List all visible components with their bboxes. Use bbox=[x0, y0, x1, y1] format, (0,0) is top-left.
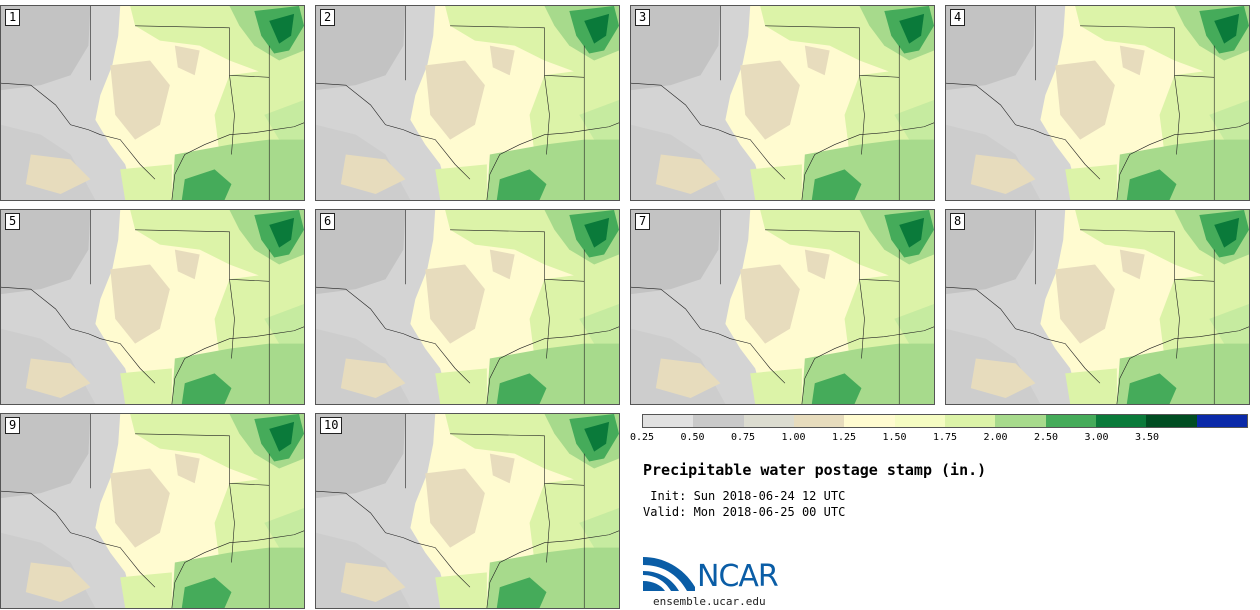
precipitable-water-map bbox=[1, 414, 304, 608]
colorbar-tick-label: 0.50 bbox=[680, 432, 705, 443]
panel-number: 9 bbox=[5, 417, 21, 434]
postage-stamp-panel-7: 7 bbox=[630, 209, 935, 405]
colorbar-cell bbox=[1146, 415, 1197, 427]
precipitable-water-map bbox=[1, 6, 304, 200]
colorbar-cell bbox=[1045, 415, 1096, 427]
init-time: Init: Sun 2018-06-24 12 UTC bbox=[643, 489, 846, 503]
panel-number: 3 bbox=[635, 9, 651, 26]
colorbar bbox=[642, 414, 1248, 428]
chart-title: Precipitable water postage stamp (in.) bbox=[643, 461, 987, 479]
panel-number: 8 bbox=[950, 213, 966, 230]
precipitable-water-map bbox=[316, 210, 619, 404]
ncar-logo-icon bbox=[643, 557, 695, 591]
precipitable-water-map bbox=[946, 210, 1249, 404]
colorbar-tick-label: 0.75 bbox=[730, 432, 756, 443]
colorbar-tick-label: 2.00 bbox=[983, 432, 1008, 443]
postage-stamp-panel-2: 2 bbox=[315, 5, 620, 201]
precipitable-water-map bbox=[631, 6, 934, 200]
colorbar-cell bbox=[944, 415, 996, 427]
colorbar-tick-label: 1.50 bbox=[882, 432, 907, 443]
colorbar-ticks: 0.25 0.50 0.75 1.00 1.25 1.50 1.75 2.00 2.50 3.00… bbox=[630, 432, 1250, 446]
panel-number: 4 bbox=[950, 9, 966, 26]
colorbar-tick-label: 1.75 bbox=[932, 432, 958, 443]
postage-stamp-panel-1: 1 bbox=[0, 5, 305, 201]
colorbar-cell bbox=[1095, 415, 1147, 427]
colorbar-cell bbox=[995, 415, 1046, 427]
colorbar-cell bbox=[693, 415, 744, 427]
precipitable-water-map bbox=[1, 210, 304, 404]
panel-number: 7 bbox=[635, 213, 651, 230]
colorbar-cell bbox=[844, 415, 895, 427]
colorbar-tick-label: 3.50 bbox=[1134, 432, 1160, 443]
colorbar-tick-label: 1.00 bbox=[781, 432, 806, 443]
colorbar-tick-label: 2.50 bbox=[1033, 432, 1059, 443]
postage-stamp-panel-6: 6 bbox=[315, 209, 620, 405]
panel-number: 5 bbox=[5, 213, 21, 230]
panel-number: 10 bbox=[320, 417, 343, 434]
precipitable-water-map bbox=[316, 6, 619, 200]
postage-stamp-panel-3: 3 bbox=[630, 5, 935, 201]
postage-stamp-panel-4: 4 bbox=[945, 5, 1250, 201]
site-url: ensemble.ucar.edu bbox=[653, 595, 766, 608]
precipitable-water-map bbox=[316, 414, 619, 608]
panel-number: 6 bbox=[320, 213, 336, 230]
postage-stamp-panel-5: 5 bbox=[0, 209, 305, 405]
colorbar-tick-label: 0.25 bbox=[629, 432, 655, 443]
colorbar-cell bbox=[894, 415, 945, 427]
logo-text: NCAR bbox=[697, 559, 779, 594]
colorbar-cell bbox=[793, 415, 845, 427]
panel-number: 1 bbox=[5, 9, 21, 26]
colorbar-cell bbox=[1196, 415, 1247, 427]
precipitable-water-map bbox=[946, 6, 1249, 200]
panel-number: 2 bbox=[320, 9, 336, 26]
postage-stamp-panel-10: 10 bbox=[315, 413, 620, 609]
valid-time: Valid: Mon 2018-06-25 00 UTC bbox=[643, 505, 846, 519]
colorbar-tick-label: 1.25 bbox=[831, 432, 857, 443]
postage-stamp-panel-9: 9 bbox=[0, 413, 305, 609]
colorbar-tick-label: 3.00 bbox=[1084, 432, 1109, 443]
precipitable-water-map bbox=[631, 210, 934, 404]
colorbar-cell bbox=[743, 415, 794, 427]
postage-stamp-panel-8: 8 bbox=[945, 209, 1250, 405]
colorbar-cell bbox=[643, 415, 694, 427]
